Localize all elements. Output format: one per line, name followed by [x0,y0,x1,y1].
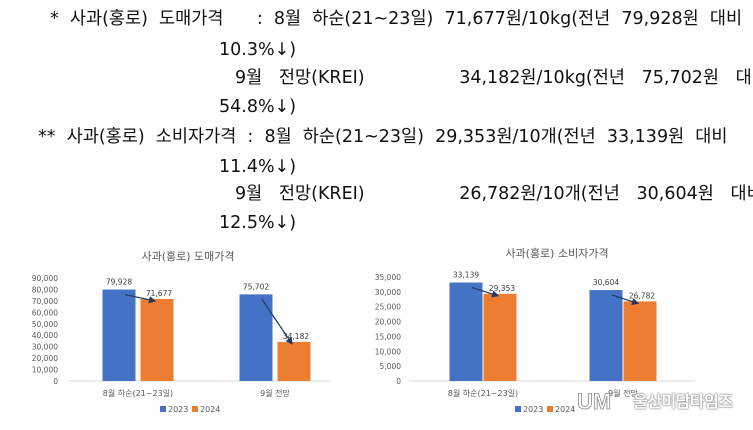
legend-label: 2024 [555,405,575,414]
legend-swatch [547,406,553,412]
data-label: 71,677 [146,289,172,298]
wholesale-price-chart: 사과(홍로) 도매가격 0 10,000 20,000 30,000 40,000 50,0… [0,240,370,430]
legend-swatch [515,406,521,412]
legend-label: 2023 [523,405,543,414]
y-tick-label: 20,000 [375,318,401,327]
y-tick-label: 5,000 [380,362,402,371]
consumer-forecast-line: 9월 전망(KREI) 26,782원/10개(전년 30,604원 대비 [235,184,753,204]
y-tick-label: 15,000 [375,332,401,341]
y-tick-label: 40,000 [32,331,58,340]
wholesale-price-chart-svg: 사과(홍로) 도매가격 0 10,000 20,000 30,000 40,000 50,0… [32,249,330,414]
wholesale-price-line: * 사과(홍로) 도매가격 : 8월 하순(21~23일) 71,677원/10… [50,9,743,29]
y-tick-label: 80,000 [32,285,58,294]
watermark: UM 울산미담타임즈 [575,382,753,418]
trend-arrow [471,286,500,298]
legend-label: 2024 [200,405,220,414]
wholesale-forecast-change: 54.8%↓) [219,97,297,117]
bar-2023 [239,294,273,381]
legend-swatch [192,406,198,412]
y-tick-label: 0 [396,377,401,386]
data-label: 30,604 [593,278,619,287]
consumer-price-chart-svg: 사과(홍로) 소비자가격 0 5,000 10,000 15,000 20,000 25,0… [375,246,695,414]
data-label: 79,928 [106,278,132,287]
data-label: 75,702 [243,282,269,291]
wholesale-price-change: 10.3%↓) [219,40,297,60]
y-tick-label: 50,000 [32,320,58,329]
category-label: 8월 하순(21~23일) [448,388,518,398]
svg-text:UM: UM [577,389,611,414]
trend-arrow [261,299,293,345]
data-label: 29,353 [489,284,515,293]
category-label: 9월 전망 [260,388,290,398]
data-label: 34,182 [283,332,309,341]
trend-arrow [124,293,157,304]
data-label: 26,782 [629,291,655,300]
consumer-forecast-change: 12.5%↓) [219,213,297,233]
y-tick-label: 30,000 [375,288,401,297]
consumer-price-line: ** 사과(홍로) 소비자가격 : 8월 하순(21~23일) 29,353원/… [38,127,728,147]
y-tick-label: 90,000 [32,274,58,283]
y-tick-label: 30,000 [32,343,58,352]
bar-2023 [449,282,483,381]
trend-arrow [611,294,640,306]
category-label: 8월 하순(21~23일) [103,388,173,398]
consumer-price-chart: 사과(홍로) 소비자가격 0 5,000 10,000 15,000 20,000 25,0… [375,240,750,430]
y-tick-label: 10,000 [32,366,58,375]
y-tick-label: 0 [53,377,58,386]
y-tick-label: 70,000 [32,297,58,306]
y-tick-label: 20,000 [32,354,58,363]
data-label: 33,139 [453,271,479,280]
bar-2023 [102,289,136,381]
wholesale-forecast-line: 9월 전망(KREI) 34,182원/10kg(전년 75,702원 대비 [235,68,753,88]
bar-2024 [483,293,517,381]
bar-2024 [140,298,174,381]
chart-title: 사과(홍로) 도매가격 [141,249,234,263]
bar-2024 [277,341,311,381]
category-label: 9월 전망 [608,388,638,398]
bar-2023 [589,290,623,381]
watermark-logo-icon: UM [577,389,612,415]
y-tick-label: 35,000 [375,273,401,282]
y-tick-label: 60,000 [32,308,58,317]
bar-2024 [623,301,657,381]
y-tick-label: 25,000 [375,303,401,312]
legend-swatch [160,406,166,412]
watermark-text: 울산미담타임즈 [633,392,733,411]
y-tick-label: 10,000 [375,347,401,356]
chart-title: 사과(홍로) 소비자가격 [505,246,608,260]
legend-label: 2023 [168,405,188,414]
consumer-price-change: 11.4%↓) [219,157,297,177]
